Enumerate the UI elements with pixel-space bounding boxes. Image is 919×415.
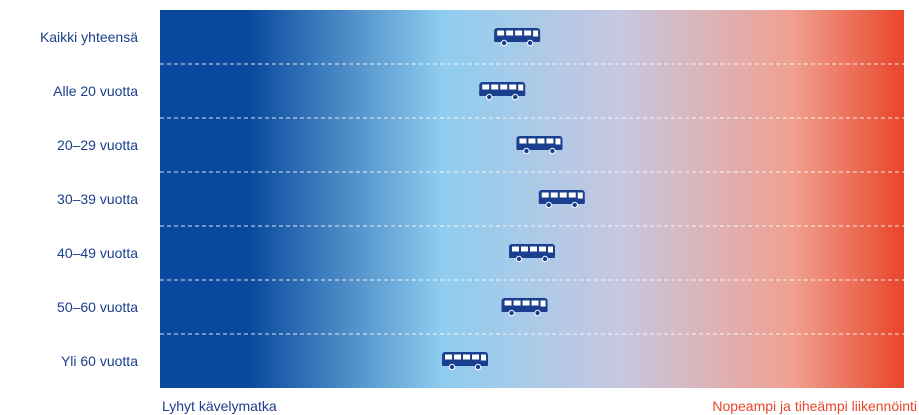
left-axis-label: Lyhyt kävelymatka [162, 398, 277, 414]
row-label: Yli 60 vuotta [61, 353, 138, 369]
row-label: 50–60 vuotta [57, 299, 138, 315]
gradient-background [160, 10, 904, 388]
row-label: Alle 20 vuotta [53, 83, 138, 99]
row-dividers [160, 63, 904, 335]
row-label: 40–49 vuotta [57, 245, 138, 261]
row-label: 20–29 vuotta [57, 137, 138, 153]
row-label: Kaikki yhteensä [40, 29, 138, 45]
row-label: 30–39 vuotta [57, 191, 138, 207]
right-axis-label: Nopeampi ja tiheämpi liikennöinti [712, 398, 917, 414]
row-labels: Kaikki yhteensä Alle 20 vuotta 20–29 vuott… [40, 29, 138, 369]
